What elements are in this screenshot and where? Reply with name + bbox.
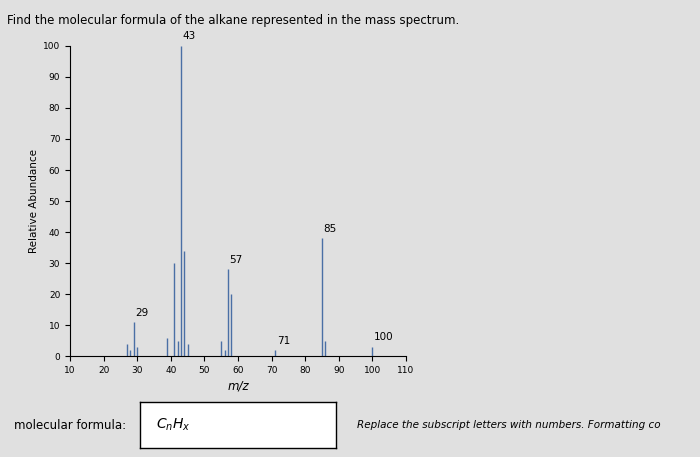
Text: 100: 100 xyxy=(374,333,393,342)
Text: molecular formula:: molecular formula: xyxy=(14,419,126,431)
Text: Replace the subscript letters with numbers. Formatting co: Replace the subscript letters with numbe… xyxy=(357,420,661,430)
Text: Find the molecular formula of the alkane represented in the mass spectrum.: Find the molecular formula of the alkane… xyxy=(7,14,459,27)
Text: 43: 43 xyxy=(183,31,196,41)
Y-axis label: Relative Abundance: Relative Abundance xyxy=(29,149,39,253)
Text: 71: 71 xyxy=(276,335,290,345)
Text: 57: 57 xyxy=(230,255,243,265)
Text: $C_nH_x$: $C_nH_x$ xyxy=(155,417,190,433)
Text: 29: 29 xyxy=(136,308,149,318)
Text: 85: 85 xyxy=(323,224,337,234)
X-axis label: m/z: m/z xyxy=(228,379,248,393)
